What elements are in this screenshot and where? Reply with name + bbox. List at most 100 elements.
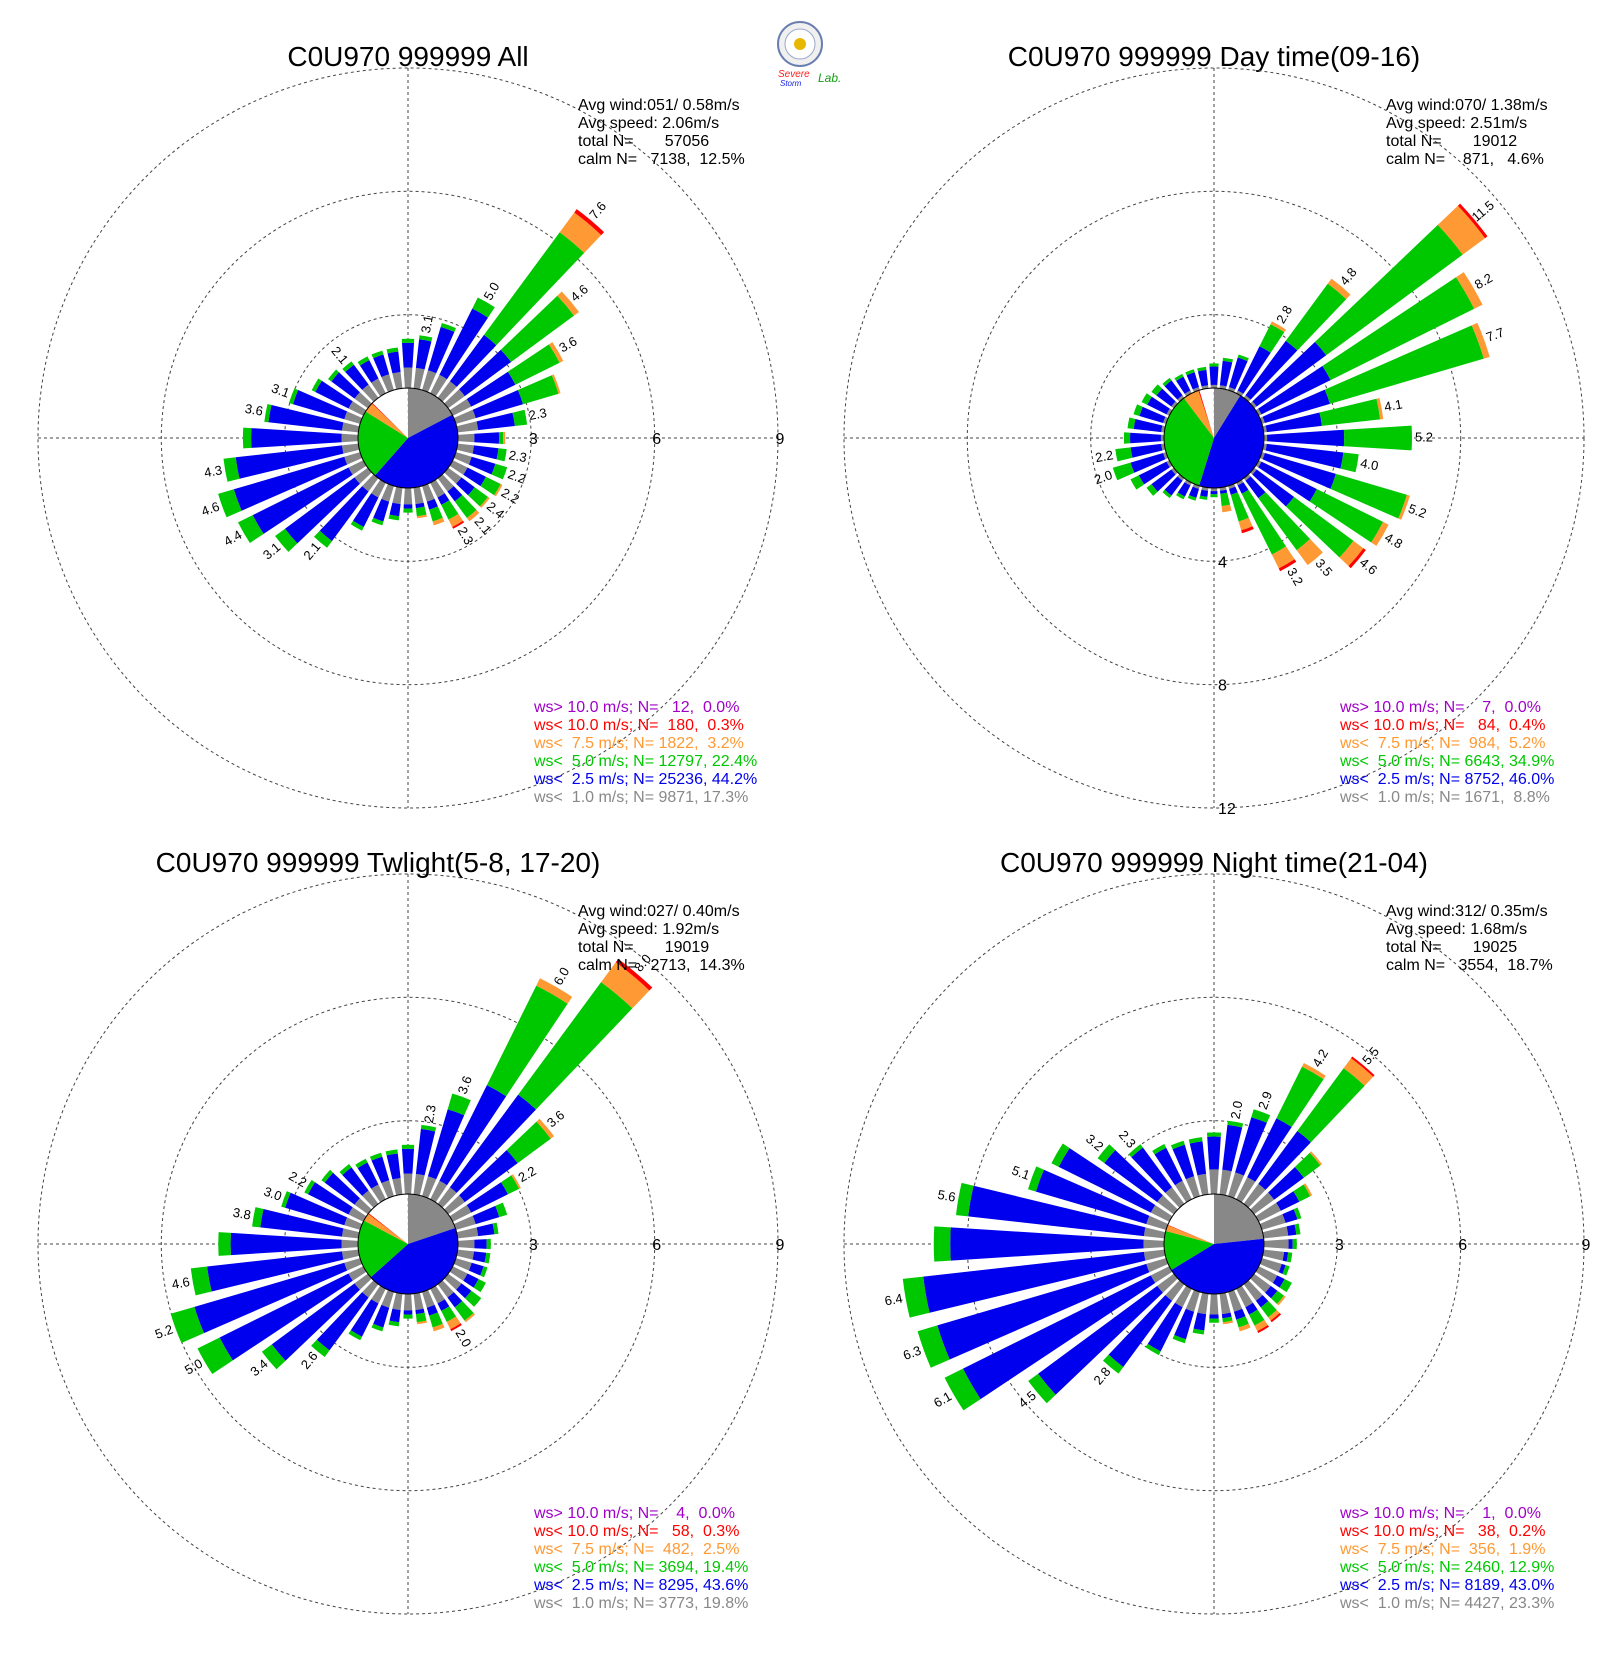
bar-value-label: 7.7 (1484, 324, 1506, 344)
wind-bar-segment (437, 1299, 450, 1311)
wind-bar-segment (511, 1174, 521, 1189)
wind-bar-segment (437, 1187, 457, 1208)
wind-bar-segment (371, 1184, 386, 1203)
wind-bar-segment (1187, 495, 1197, 501)
bar-value-label: 7.6 (586, 199, 609, 222)
wind-bar-segment (500, 295, 574, 362)
wind-bar-segment (1221, 1312, 1232, 1319)
wind-bar-segment (359, 360, 379, 383)
wind-bar-segment (1176, 492, 1185, 500)
wind-bar-segment (362, 1280, 379, 1298)
wind-bar-segment (1219, 360, 1233, 387)
wind-bar-segment (468, 456, 496, 475)
wind-bar-segment (447, 1292, 463, 1308)
wind-bar-segment (1185, 369, 1195, 376)
bar-value-label: 2.2 (506, 466, 528, 486)
wind-bar-segment (344, 1217, 363, 1230)
wind-bar-segment (235, 445, 344, 479)
wind-bar-segment (1058, 1148, 1156, 1213)
wind-bar-segment (219, 1273, 353, 1361)
bar-value-label: 4.0 (1359, 455, 1379, 473)
wind-bar-segment (963, 1275, 1156, 1400)
wind-bar-segment (432, 517, 445, 526)
wind-bar-segment (1051, 1143, 1070, 1167)
wind-bar-segment (344, 411, 363, 424)
wind-bar-segment (1255, 1202, 1281, 1222)
wind-bar-segment (1185, 1289, 1200, 1312)
wind-bar-segment (472, 1251, 487, 1263)
wind-bar-segment (1282, 1251, 1289, 1262)
wind-bar-segment (348, 1207, 367, 1222)
wind-bar-segment (251, 428, 342, 448)
wind-bar-segment (472, 390, 523, 419)
wind-bar-segment (1276, 1191, 1300, 1211)
bar-value-label: 2.9 (1255, 1089, 1275, 1111)
wind-bar-segment (1285, 283, 1347, 351)
ring-label: 4 (1218, 554, 1227, 571)
wind-bar-segment (468, 487, 488, 507)
wind-bar-segment (1227, 1120, 1244, 1128)
wind-bar-segment (437, 381, 457, 402)
wind-bar-segment (1260, 1301, 1277, 1318)
info-line: total N= 19019 (578, 939, 709, 956)
wind-bar-segment (437, 493, 450, 505)
wind-bar-segment (371, 350, 384, 359)
wind-bar-segment (1309, 1151, 1323, 1166)
wind-bar-segment (456, 477, 475, 496)
info-line: calm N= 2713, 14.3% (578, 957, 745, 974)
wind-bar-segment (1229, 357, 1248, 390)
wind-bar-segment (1245, 476, 1266, 499)
wind-bar-segment (260, 1209, 344, 1237)
wind-bar-segment (371, 479, 386, 498)
legend-entry: ws< 10.0 m/s; N= 84, 0.4% (1339, 717, 1545, 734)
wind-bar-segment (1127, 417, 1136, 429)
wind-bar-segment (415, 506, 427, 517)
legend-entry: ws< 2.5 m/s; N= 8189, 43.0% (1339, 1577, 1554, 1594)
wind-bar-segment (476, 412, 515, 431)
wind-bar-segment (1210, 487, 1218, 492)
wind-bar-segment (459, 349, 512, 397)
panel-title: C0U970 999999 Twlight(5-8, 17-20) (156, 847, 601, 878)
legend-entry: ws< 7.5 m/s; N= 1822, 3.2% (533, 735, 744, 752)
wind-bar-segment (218, 1232, 231, 1256)
ring-label: 6 (652, 1237, 661, 1254)
wind-bar-segment (342, 1228, 360, 1239)
wind-bar-segment (1230, 492, 1249, 522)
wind-bar-segment (1199, 495, 1208, 500)
wind-bar-segment (1143, 1249, 1166, 1261)
wind-bar-segment (1252, 341, 1327, 407)
wind-bar-segment (1154, 1147, 1183, 1186)
wind-bar-segment (474, 1239, 487, 1249)
wind-bar-segment (426, 498, 438, 510)
wind-bar-segment (1297, 1068, 1365, 1143)
wind-bar-segment (416, 514, 427, 519)
bar-value-label: 6.0 (550, 965, 572, 988)
wind-bar-segment (415, 1308, 425, 1315)
wind-bar-segment (430, 374, 447, 397)
wind-bar-segment (281, 1191, 291, 1208)
wind-bar-segment (430, 1180, 447, 1203)
wind-bar-segment (264, 404, 272, 423)
info-line: Avg speed: 1.68m/s (1386, 921, 1527, 938)
pie-outline (357, 1193, 459, 1295)
pie-slice (357, 411, 408, 476)
wind-bar-segment (373, 498, 390, 522)
wind-bar-segment (615, 958, 653, 991)
bar-value-label: 3.2 (1083, 1131, 1106, 1154)
wind-bar-segment (917, 1325, 950, 1368)
bar-value-label: 3.4 (247, 1356, 270, 1379)
wind-bar-segment (413, 367, 425, 390)
wind-bar-segment (1398, 494, 1410, 520)
wind-bar-segment (1162, 377, 1172, 387)
wind-bar-segment (1175, 1180, 1192, 1203)
wind-bar-segment (601, 962, 650, 1009)
wind-bar-segment (1270, 1313, 1282, 1323)
wind-bar-segment (1028, 1373, 1056, 1404)
bar-value-label: 2.0 (1228, 1100, 1246, 1120)
info-line: Avg wind:051/ 0.58m/s (578, 97, 740, 114)
wind-bar-segment (342, 1167, 369, 1196)
bar-value-label: 2.3 (421, 1104, 439, 1124)
wind-bar-segment (1219, 1169, 1232, 1196)
wind-bar-segment (1175, 1285, 1192, 1308)
wind-bar-segment (369, 1152, 383, 1161)
